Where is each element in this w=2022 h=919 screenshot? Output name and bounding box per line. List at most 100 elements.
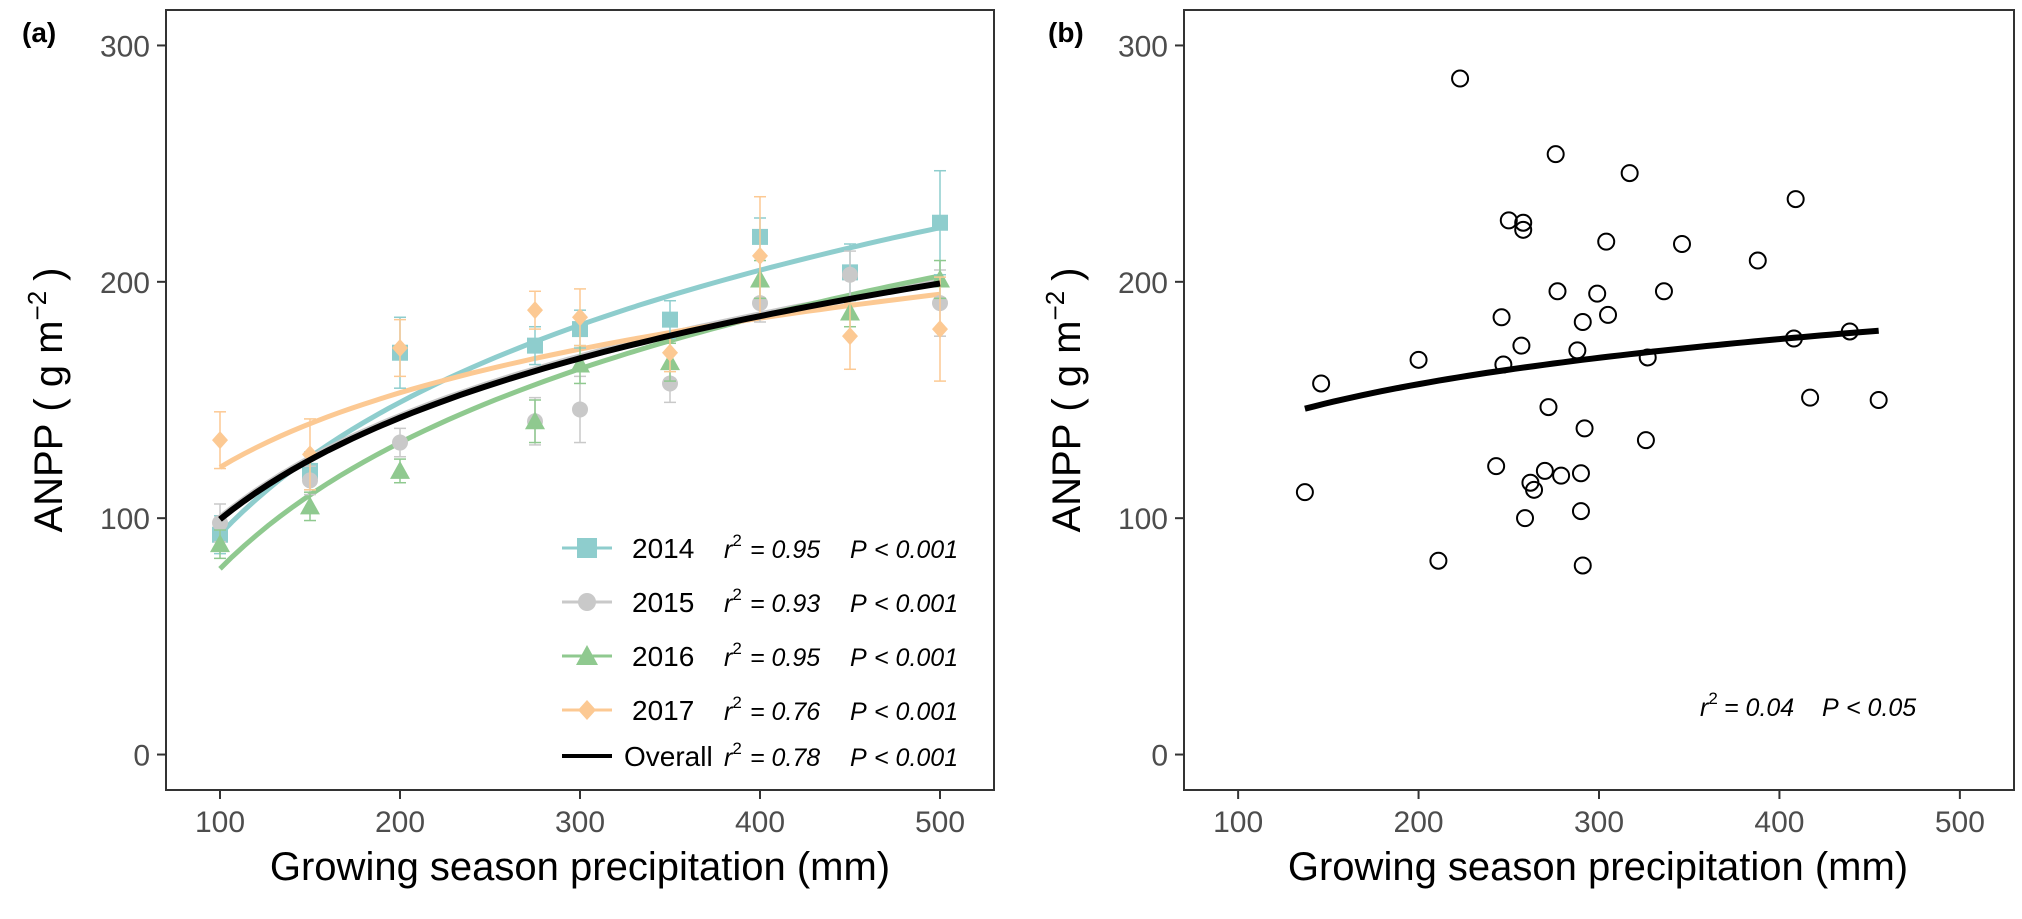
legend-r2-symbol-2016: r2 <box>724 639 742 672</box>
legend-entry-2017: 2017 r2 = 0.76 P < 0.001 <box>562 693 958 726</box>
panel-a-legend: 2014 r2 = 0.95 P < 0.001 2015 r2 = 0.93 … <box>562 531 958 772</box>
scatter-point-33 <box>1673 235 1691 253</box>
scatter-point-5 <box>1487 457 1506 476</box>
panel-b-x-tick-label-4: 500 <box>1935 806 1985 839</box>
legend-p-2014: < 0.001 <box>874 536 958 564</box>
data-point-2015-7 <box>842 266 858 283</box>
legend-r2-symbol-2014: r2 <box>724 531 742 564</box>
panel-a: (a) 100 200 300 400 500 Growing season preci… <box>22 9 995 889</box>
legend-p-2017: < 0.001 <box>874 698 958 726</box>
scatter-point-23 <box>1573 313 1592 331</box>
legend-r2-2014: = 0.95 <box>750 536 820 564</box>
panel-b-fit-stats: r2 = 0.04 P < 0.05 <box>1700 689 1916 722</box>
data-point-2016-2 <box>390 460 410 479</box>
data-point-2017-2 <box>392 339 408 357</box>
scatter-point-19 <box>1552 466 1571 485</box>
panel-b-x-axis: 100 200 300 400 500 Growing season precipita… <box>1213 790 1985 889</box>
legend-r2-2017: = 0.76 <box>750 698 820 726</box>
data-point-2017-7 <box>842 327 858 346</box>
legend-marker-2017 <box>578 700 596 720</box>
panel-b-p-symbol: P <box>1822 694 1839 722</box>
legend-p-2016: < 0.001 <box>874 644 958 672</box>
scatter-point-6 <box>1492 308 1511 327</box>
panel-a-x-tick-label-2: 300 <box>555 806 605 839</box>
legend-p-overall: < 0.001 <box>874 744 958 772</box>
legend-label-2015: 2015 <box>632 587 694 618</box>
panel-b: (b) 100 200 300 400 500 Growing season preci… <box>1040 9 2015 889</box>
scatter-point-15 <box>1535 461 1554 480</box>
scatter-point-14 <box>1525 480 1544 499</box>
panel-b-y-axis-title-main: ANPP <box>1045 424 1089 533</box>
panel-a-x-axis-title: Growing season precipitation (mm) <box>270 845 890 889</box>
panel-b-y-tick-label-1: 100 <box>1118 503 1168 536</box>
scatter-point-32 <box>1654 282 1673 301</box>
panel-b-y-axis-title-exp: −2 <box>1040 291 1070 321</box>
panel-b-y-tick-label-3: 300 <box>1118 30 1168 63</box>
legend-label-2014: 2014 <box>632 533 694 564</box>
panel-a-y-axis: 0 100 200 300 ANPP ( g m−2) <box>22 30 166 773</box>
data-point-2016-3 <box>525 411 545 430</box>
panel-b-x-tick-label-1: 200 <box>1394 806 1444 839</box>
legend-p-symbol-2016: P <box>850 644 867 672</box>
panel-b-plot-frame <box>1183 9 2015 791</box>
panel-b-x-tick-label-2: 300 <box>1574 806 1624 839</box>
scatter-point-27 <box>1597 232 1616 251</box>
data-point-2014-5 <box>662 311 678 328</box>
data-point-2017-6 <box>752 246 768 265</box>
legend-p-symbol-2014: P <box>850 536 867 564</box>
panel-a-y-axis-title-exp: −2 <box>22 291 52 321</box>
scatter-point-26 <box>1588 284 1607 303</box>
panel-b-y-axis-title-unit: ( g m <box>1045 320 1089 411</box>
panel-a-x-tick-label-0: 100 <box>195 806 245 839</box>
data-point-2016-1 <box>300 496 320 515</box>
panel-a-y-axis-title-unit: ( g m <box>27 320 71 411</box>
data-point-2017-4 <box>572 308 588 327</box>
panel-a-x-tick-label-1: 200 <box>375 806 425 839</box>
legend-marker-2015 <box>578 593 596 611</box>
panel-b-x-axis-title: Growing season precipitation (mm) <box>1288 845 1908 889</box>
panel-b-y-tick-label-2: 200 <box>1118 267 1168 300</box>
scatter-point-9 <box>1512 336 1531 355</box>
scatter-point-0 <box>1295 483 1314 502</box>
legend-r2-symbol-2015: r2 <box>724 585 742 618</box>
legend-entry-2015: 2015 r2 = 0.93 P < 0.001 <box>562 585 958 618</box>
scatter-point-37 <box>1801 388 1820 407</box>
data-point-2015-2 <box>392 434 408 451</box>
panel-b-p: < 0.05 <box>1846 694 1916 722</box>
scatter-point-28 <box>1599 305 1618 324</box>
scatter-point-24 <box>1573 556 1592 575</box>
legend-label-2017: 2017 <box>632 695 694 726</box>
data-point-2017-3 <box>527 301 543 320</box>
data-point-2017-5 <box>662 343 678 362</box>
legend-marker-2016 <box>576 645 598 665</box>
panel-b-y-axis: 0 100 200 300 ANPP ( g m−2) <box>1040 30 1184 773</box>
scatter-point-29 <box>1620 164 1639 183</box>
scatter-point-20 <box>1568 341 1587 360</box>
panel-b-y-axis-title: ANPP ( g m−2) <box>1040 267 1089 532</box>
scatter-point-2 <box>1409 350 1428 369</box>
legend-r2-symbol-overall: r2 <box>724 739 742 772</box>
panel-b-x-tick-label-3: 400 <box>1754 806 1804 839</box>
panel-a-y-tick-label-3: 300 <box>100 30 150 63</box>
scatter-point-10 <box>1514 213 1533 232</box>
panel-b-plot-area <box>1295 69 1888 575</box>
data-point-2014-8 <box>932 214 948 231</box>
scatter-point-12 <box>1516 509 1535 528</box>
legend-p-symbol-2015: P <box>850 590 867 618</box>
panel-a-y-tick-label-1: 100 <box>100 503 150 536</box>
data-point-2017-8 <box>932 320 948 339</box>
data-point-2016-4 <box>570 354 590 373</box>
legend-entry-2014: 2014 r2 = 0.95 P < 0.001 <box>562 531 958 564</box>
data-point-2015-5 <box>662 375 678 392</box>
scatter-point-16 <box>1539 398 1558 417</box>
panel-a-y-tick-label-2: 200 <box>100 267 150 300</box>
scatter-point-1 <box>1312 374 1331 393</box>
panel-a-x-tick-label-3: 400 <box>735 806 785 839</box>
panel-b-label: (b) <box>1048 17 1084 48</box>
data-point-2015-4 <box>572 401 588 418</box>
legend-p-symbol-2017: P <box>850 698 867 726</box>
scatter-point-36 <box>1786 190 1805 209</box>
legend-marker-2014 <box>577 538 597 558</box>
data-point-2016-0 <box>210 534 230 553</box>
